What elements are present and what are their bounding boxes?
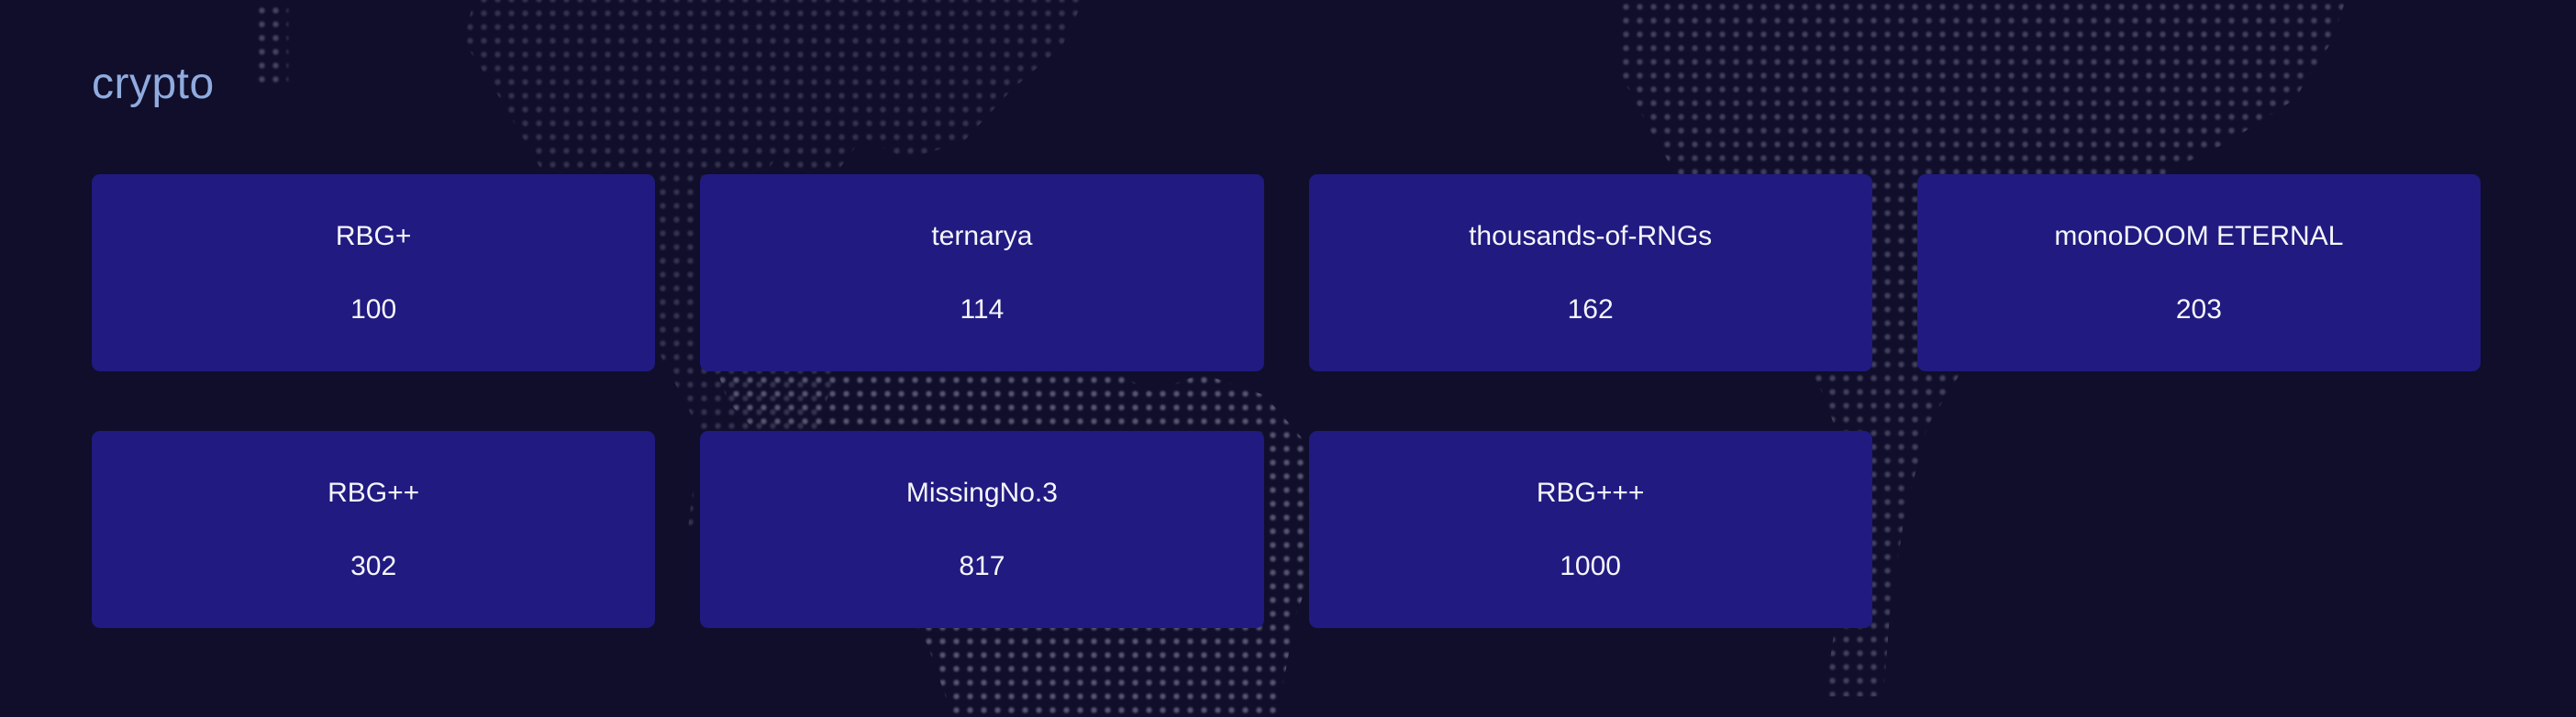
card-title: RBG+ <box>335 221 412 251</box>
card-title: thousands-of-RNGs <box>1469 221 1713 251</box>
card-title: RBG+++ <box>1536 478 1645 508</box>
card-grid: RBG+ 100 ternarya 114 thousands-of-RNGs … <box>92 174 2481 628</box>
crypto-item-card[interactable]: ternarya 114 <box>700 174 1264 371</box>
card-title: monoDOOM ETERNAL <box>2054 221 2344 251</box>
crypto-item-card[interactable]: RBG+ 100 <box>92 174 656 371</box>
crypto-item-card[interactable]: RBG++ 302 <box>92 431 656 628</box>
card-value: 114 <box>960 294 1005 325</box>
world-map-dots-fragment <box>255 4 288 88</box>
card-value: 162 <box>1567 294 1614 325</box>
crypto-item-card[interactable]: monoDOOM ETERNAL 203 <box>1916 174 2481 371</box>
crypto-item-card[interactable]: thousands-of-RNGs 162 <box>1308 174 1872 371</box>
page-title: crypto <box>92 60 215 108</box>
card-title: RBG++ <box>328 478 420 508</box>
card-title: MissingNo.3 <box>905 478 1058 508</box>
card-value: 100 <box>350 294 397 325</box>
card-value: 203 <box>2175 294 2222 325</box>
card-title: ternarya <box>931 221 1033 251</box>
card-value: 302 <box>350 551 397 581</box>
card-value: 817 <box>959 551 1005 581</box>
card-value: 1000 <box>1560 551 1621 581</box>
crypto-item-card[interactable]: MissingNo.3 817 <box>700 431 1264 628</box>
crypto-item-card[interactable]: RBG+++ 1000 <box>1308 431 1872 628</box>
